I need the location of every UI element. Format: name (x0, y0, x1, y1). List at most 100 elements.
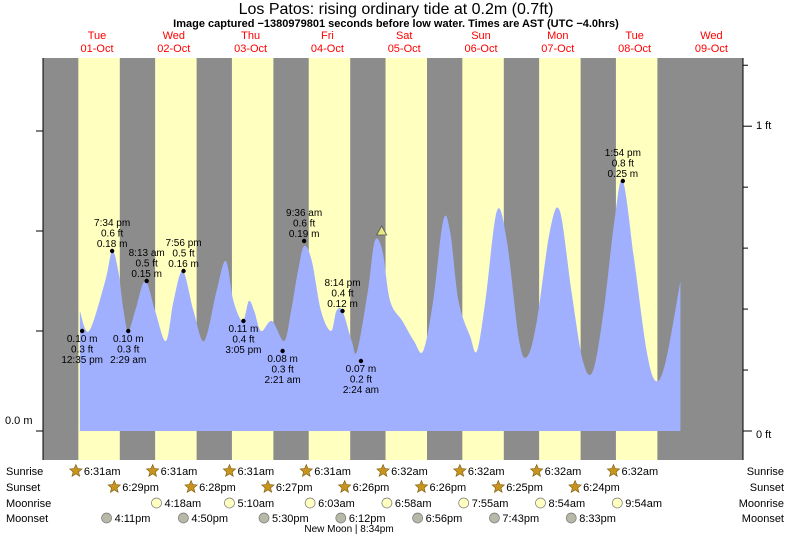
sunrise-time: 6:32am (621, 466, 658, 478)
day-date: 09-Oct (695, 43, 728, 55)
sunset-icon (414, 479, 429, 493)
day-date: 04-Oct (311, 43, 344, 55)
sunset-time: 6:24pm (583, 482, 620, 494)
moonset-time: 6:56pm (426, 513, 463, 525)
sunrise-time: 6:32am (468, 466, 505, 478)
tide-extreme: 7:34 pm0.6 ft0.18 m (94, 218, 130, 254)
sunset-entry: 6:27pm (260, 479, 313, 494)
sunrise-time: 6:31am (84, 466, 121, 478)
moonset-icon (335, 512, 347, 524)
moonrise-time: 9:54am (625, 498, 662, 510)
sunrise-entry: 6:32am (529, 463, 582, 478)
sunset-entry: 6:25pm (491, 479, 543, 494)
extreme-label: 7:34 pm (94, 218, 130, 229)
extreme-label: 9:36 am (286, 208, 322, 219)
day-date: 02-Oct (157, 43, 190, 55)
moonset-entry: 7:43pm (489, 512, 539, 525)
row-label-right: Sunset (750, 482, 784, 494)
extreme-dot (181, 268, 186, 274)
sunrise-icon (68, 463, 83, 477)
extreme-label: 0.12 m (327, 299, 358, 310)
current-tide-marker (376, 225, 388, 236)
day-of-week: Mon (547, 30, 568, 42)
extreme-label: 8:14 pm (324, 278, 360, 289)
moonset-time: 8:33pm (579, 513, 616, 525)
sunset-time: 6:29pm (122, 482, 159, 494)
extreme-label: 0.5 ft (172, 249, 194, 260)
extreme-label: 0.07 m (346, 364, 377, 375)
extreme-label: 0.08 m (267, 354, 298, 365)
extreme-dot (620, 178, 626, 184)
tide-extreme: 0.07 m0.2 ft2:24 am (343, 358, 379, 396)
extreme-label: 0.25 m (608, 169, 639, 180)
day-of-week: Wed (700, 30, 722, 42)
moonset-entry: 6:12pm (335, 512, 386, 525)
extreme-label: 8:13 am (129, 248, 165, 259)
row-label-right: Sunrise (747, 466, 784, 478)
day-date: 01-Oct (80, 43, 113, 55)
day-of-week: Tue (88, 30, 107, 42)
sunrise-entry: 6:32am (376, 463, 428, 478)
sunset-time: 6:27pm (276, 482, 313, 494)
moonrise-entry: 6:58am (381, 497, 432, 510)
row-label-left: Sunrise (6, 466, 43, 478)
extreme-label: 0.10 m (67, 334, 98, 345)
tide-extreme: 9:36 am0.6 ft0.19 m (286, 208, 322, 244)
sunset-time: 6:28pm (199, 482, 236, 494)
moonrise-entry: 7:55am (458, 497, 508, 510)
day-labels: Tue01-OctWed02-OctThu03-OctFri04-OctSat0… (80, 30, 727, 55)
extreme-dot (109, 248, 115, 254)
moonset-time: 6:12pm (349, 513, 386, 525)
extreme-label: 3:05 pm (225, 345, 261, 356)
row-label-right: Moonset (742, 513, 784, 525)
moonset-icon (178, 512, 189, 524)
y-right-label-1ft: 1 ft (756, 120, 771, 132)
extreme-dot (79, 328, 85, 334)
moonrise-icon (381, 497, 393, 509)
sunrise-time: 6:32am (545, 466, 582, 478)
day-date: 05-Oct (388, 43, 421, 55)
tide-extreme: 0.08 m0.3 ft2:21 am (265, 348, 301, 386)
extreme-label: 0.15 m (131, 269, 162, 280)
sunset-entry: 6:26pm (337, 479, 390, 494)
axes: 0.0 m 1 ft 0 ft (5, 58, 771, 460)
sunrise-icon (606, 463, 621, 477)
sunrise-entry: 6:31am (222, 463, 274, 478)
moonset-entry: 4:50pm (178, 512, 228, 525)
moonset-icon (565, 512, 577, 524)
sunrise-entry: 6:31am (145, 463, 198, 478)
sunrise-time: 6:31am (161, 466, 198, 478)
astronomy-rows: Sunrise Sunrise Sunset Sunset Moonrise Moonri… (6, 463, 784, 525)
extreme-label: 0.16 m (168, 259, 199, 270)
moon-phase-note: New Moon | 8:34pm (304, 524, 393, 535)
sunset-time: 6:26pm (429, 482, 466, 494)
moonset-entry: 8:33pm (565, 512, 616, 525)
extreme-label: 1:54 pm (605, 148, 641, 159)
tide-area (79, 179, 681, 431)
sunset-time: 6:26pm (353, 482, 390, 494)
day-of-week: Tue (625, 30, 644, 42)
day-date: 06-Oct (464, 43, 497, 55)
extreme-label: 2:21 am (265, 375, 301, 386)
extreme-label: 0.10 m (113, 334, 144, 345)
extreme-label: 0.8 ft (612, 159, 634, 170)
day-date: 07-Oct (541, 43, 574, 55)
extreme-dot (280, 348, 285, 354)
moonset-time: 4:50pm (191, 513, 228, 525)
tide-extreme: 0.11 m0.4 ft3:05 pm (225, 318, 262, 356)
extreme-label: 0.5 ft (136, 259, 158, 270)
sunrise-time: 6:31am (314, 466, 351, 478)
extreme-dot (358, 358, 364, 364)
tide-extreme: 1:54 pm0.8 ft0.25 m (605, 148, 641, 184)
sunset-time: 6:25pm (506, 482, 543, 494)
tide-extreme: 7:56 pm0.5 ft0.16 m (165, 238, 202, 274)
extreme-dot (340, 308, 345, 314)
day-of-week: Sat (396, 30, 413, 42)
row-label-left: Sunset (6, 482, 40, 494)
moonrise-time: 8:54am (549, 498, 586, 510)
sunrise-time: 6:31am (237, 466, 274, 478)
moonrise-icon (535, 497, 546, 509)
y-right-label-0ft: 0 ft (756, 429, 771, 441)
